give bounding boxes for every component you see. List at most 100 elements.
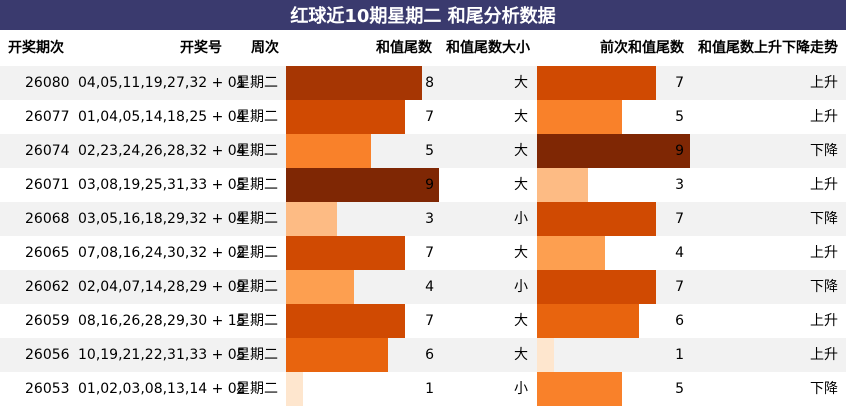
size-cell: 大: [514, 109, 528, 125]
sum-tail-value: 7: [425, 313, 434, 329]
weekday-cell: 星期二: [236, 279, 278, 295]
table-row: 26065 07,08,16,24,30,32 + 02 星期二 7 大 4 上升: [0, 236, 846, 270]
header-trend: 和值尾数上升下降走势: [698, 40, 838, 56]
table-row: 26071 03,08,19,25,31,33 + 05 星期二 9 大 3 上升: [0, 168, 846, 202]
trend-cell: 下降: [810, 381, 838, 397]
size-cell: 大: [514, 143, 528, 159]
weekday-cell: 星期二: [236, 109, 278, 125]
period-cell: 26059: [25, 313, 70, 329]
weekday-cell: 星期二: [236, 143, 278, 159]
weekday-cell: 星期二: [236, 381, 278, 397]
size-cell: 小: [514, 381, 528, 397]
sum-tail-value: 1: [425, 381, 434, 397]
sum-tail-bar: [286, 202, 337, 236]
numbers-cell: 08,16,26,28,29,30 + 15: [78, 313, 246, 329]
numbers-cell: 01,04,05,14,18,25 + 04: [78, 109, 246, 125]
sum-tail-value: 7: [425, 109, 434, 125]
size-cell: 小: [514, 279, 528, 295]
size-cell: 大: [514, 177, 528, 193]
sum-tail-bar: [286, 372, 303, 406]
prev-tail-bar: [537, 304, 639, 338]
sum-tail-bar: [286, 168, 439, 202]
size-cell: 大: [514, 313, 528, 329]
prev-tail-value: 7: [675, 211, 684, 227]
trend-cell: 上升: [810, 313, 838, 329]
sum-tail-value: 9: [425, 177, 434, 193]
prev-tail-value: 5: [675, 109, 684, 125]
period-cell: 26062: [25, 279, 70, 295]
table-row: 26080 04,05,11,19,27,32 + 01 星期二 8 大 7 上升: [0, 66, 846, 100]
numbers-cell: 07,08,16,24,30,32 + 02: [78, 245, 246, 261]
trend-cell: 下降: [810, 211, 838, 227]
table-row: 26059 08,16,26,28,29,30 + 15 星期二 7 大 6 上升: [0, 304, 846, 338]
weekday-cell: 星期二: [236, 211, 278, 227]
prev-tail-value: 6: [675, 313, 684, 329]
sum-tail-bar: [286, 338, 388, 372]
sum-tail-bar: [286, 270, 354, 304]
trend-cell: 上升: [810, 109, 838, 125]
table-row: 26068 03,05,16,18,29,32 + 04 星期二 3 小 7 下降: [0, 202, 846, 236]
prev-tail-value: 7: [675, 279, 684, 295]
table-row: 26056 10,19,21,22,31,33 + 05 星期二 6 大 1 上升: [0, 338, 846, 372]
prev-tail-bar: [537, 66, 656, 100]
numbers-cell: 03,05,16,18,29,32 + 04: [78, 211, 246, 227]
prev-tail-bar: [537, 372, 622, 406]
period-cell: 26074: [25, 143, 70, 159]
prev-tail-value: 9: [675, 143, 684, 159]
weekday-cell: 星期二: [236, 313, 278, 329]
weekday-cell: 星期二: [236, 347, 278, 363]
table-row: 26062 02,04,07,14,28,29 + 09 星期二 4 小 7 下降: [0, 270, 846, 304]
prev-tail-bar: [537, 270, 656, 304]
prev-tail-value: 3: [675, 177, 684, 193]
trend-cell: 上升: [810, 245, 838, 261]
prev-tail-value: 1: [675, 347, 684, 363]
period-cell: 26071: [25, 177, 70, 193]
prev-tail-bar: [537, 338, 554, 372]
page-title: 红球近10期星期二 和尾分析数据: [0, 0, 846, 30]
period-cell: 26065: [25, 245, 70, 261]
sum-tail-value: 8: [425, 75, 434, 91]
prev-tail-value: 7: [675, 75, 684, 91]
weekday-cell: 星期二: [236, 177, 278, 193]
header-weekday: 周次: [251, 40, 279, 56]
header-numbers: 开奖号: [180, 40, 222, 56]
weekday-cell: 星期二: [236, 75, 278, 91]
prev-tail-bar: [537, 100, 622, 134]
trend-cell: 上升: [810, 177, 838, 193]
size-cell: 小: [514, 211, 528, 227]
sum-tail-bar: [286, 304, 405, 338]
period-cell: 26053: [25, 381, 70, 397]
header-period: 开奖期次: [8, 40, 64, 56]
sum-tail-bar: [286, 66, 422, 100]
numbers-cell: 04,05,11,19,27,32 + 01: [78, 75, 246, 91]
numbers-cell: 03,08,19,25,31,33 + 05: [78, 177, 246, 193]
period-cell: 26056: [25, 347, 70, 363]
table-row: 26074 02,23,24,26,28,32 + 04 星期二 5 大 9 下降: [0, 134, 846, 168]
sum-tail-value: 5: [425, 143, 434, 159]
weekday-cell: 星期二: [236, 245, 278, 261]
numbers-cell: 01,02,03,08,13,14 + 02: [78, 381, 246, 397]
sum-tail-value: 3: [425, 211, 434, 227]
prev-tail-bar: [537, 168, 588, 202]
size-cell: 大: [514, 245, 528, 261]
sum-tail-value: 4: [425, 279, 434, 295]
period-cell: 26080: [25, 75, 70, 91]
trend-cell: 上升: [810, 75, 838, 91]
header-sum-tail: 和值尾数: [376, 40, 432, 56]
period-cell: 26068: [25, 211, 70, 227]
trend-cell: 上升: [810, 347, 838, 363]
numbers-cell: 02,23,24,26,28,32 + 04: [78, 143, 246, 159]
sum-tail-bar: [286, 100, 405, 134]
size-cell: 大: [514, 347, 528, 363]
size-cell: 大: [514, 75, 528, 91]
sum-tail-bar: [286, 134, 371, 168]
header-size: 和值尾数大小: [446, 40, 530, 56]
trend-cell: 下降: [810, 279, 838, 295]
sum-tail-value: 6: [425, 347, 434, 363]
period-cell: 26077: [25, 109, 70, 125]
prev-tail-value: 5: [675, 381, 684, 397]
table-row: 26077 01,04,05,14,18,25 + 04 星期二 7 大 5 上升: [0, 100, 846, 134]
prev-tail-bar: [537, 202, 656, 236]
table-header: 开奖期次 开奖号 周次 和值尾数 和值尾数大小 前次和值尾数 和值尾数上升下降走…: [0, 30, 846, 66]
prev-tail-bar: [537, 134, 690, 168]
